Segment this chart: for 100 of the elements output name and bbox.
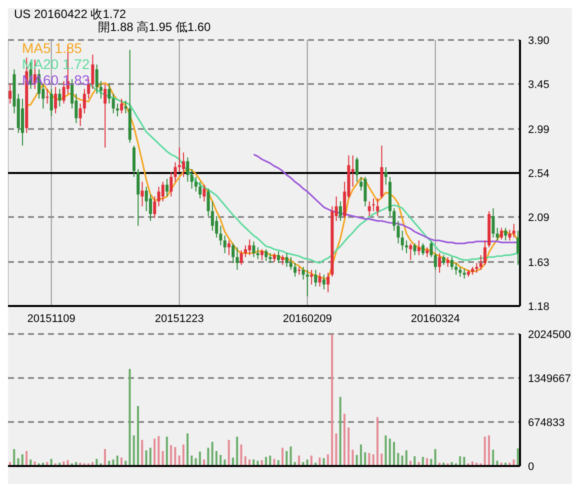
candlestick [516,230,520,266]
candlestick [396,220,400,244]
bar [215,451,218,466]
candlestick [326,272,330,293]
bar [364,452,366,466]
candlestick [306,269,309,297]
candlestick [422,242,425,256]
candlestick [446,256,450,268]
candlestick [492,208,495,238]
y-tick-label: 3.90 [528,34,550,47]
bar [368,452,370,466]
y-tick-label: 1.18 [528,300,550,313]
candlestick [289,256,292,270]
candlestick [202,184,206,202]
bar [434,449,436,466]
bar [405,450,408,466]
candlestick [434,252,437,270]
candlestick [120,98,124,114]
candlestick [277,250,280,264]
candlestick [108,84,111,104]
candlestick [372,198,375,212]
candlestick [116,103,119,117]
bar [282,448,284,466]
bar [393,442,395,466]
candlestick [153,196,156,218]
candlestick [140,181,144,207]
candlestick [54,86,58,114]
bar [158,436,160,466]
x-tick-label: 20160324 [410,312,460,325]
bar [104,449,106,466]
candlestick [508,229,512,241]
bar [269,456,272,466]
bar [335,433,338,466]
candlestick [210,200,214,232]
line-series [88,83,519,264]
bar [352,450,354,466]
y-tick-label: 674833 [528,416,565,429]
candlestick [405,240,408,254]
candlestick [198,181,202,199]
candlestick [248,239,252,256]
bar [348,428,350,466]
bar [128,368,131,466]
candlestick [194,176,198,192]
bar [360,444,362,466]
bar [244,456,246,466]
candlestick [376,198,380,217]
bar [13,449,16,466]
candlestick [223,235,226,254]
candlestick [364,176,367,207]
candlestick [206,188,210,217]
bar [207,448,210,466]
candlestick [409,242,412,261]
candlestick [112,93,115,114]
candlestick [454,262,458,276]
candlestick [82,88,86,114]
candlestick [190,168,194,190]
bar [132,435,135,466]
candlestick [124,100,128,114]
candlestick [182,152,186,178]
y-tick-label: 2.09 [528,212,550,224]
candlestick [161,181,164,202]
y-tick-label: 2.99 [528,124,550,136]
bar [484,436,486,466]
bar [286,451,288,466]
bar [190,456,193,466]
candlestick [232,242,235,264]
bar [488,435,490,466]
candlestick [95,64,98,94]
candlestick [413,242,416,256]
candlestick [227,240,230,256]
bar [356,454,358,466]
candlestick [144,186,148,212]
candlestick [149,194,152,222]
candlestick [496,227,499,241]
candlestick [281,254,284,266]
bar [220,454,222,466]
candlestick [458,266,462,278]
bar [376,417,378,466]
chart-title: US 20160422 收1.72 [13,7,128,21]
x-tick-label: 20160209 [282,312,332,325]
candlestick [58,88,62,107]
candlestick [78,103,82,127]
bar [145,450,148,466]
x-tick-label: 20151223 [154,312,204,325]
candlestick [264,248,268,262]
y-tick-label: 2024500 [528,328,571,341]
y-tick-label: 0 [528,460,534,473]
bar [290,446,292,466]
candlestick [430,240,433,258]
bar [343,414,346,466]
candlestick [500,227,503,240]
candlestick [310,269,314,285]
bar [459,456,462,466]
candlestick [268,252,272,264]
candlestick [240,250,243,266]
candlestick [322,274,326,290]
bar [492,450,494,466]
y-tick-label: 1.63 [528,256,550,269]
candlestick [512,223,516,238]
candlestick [384,166,388,186]
